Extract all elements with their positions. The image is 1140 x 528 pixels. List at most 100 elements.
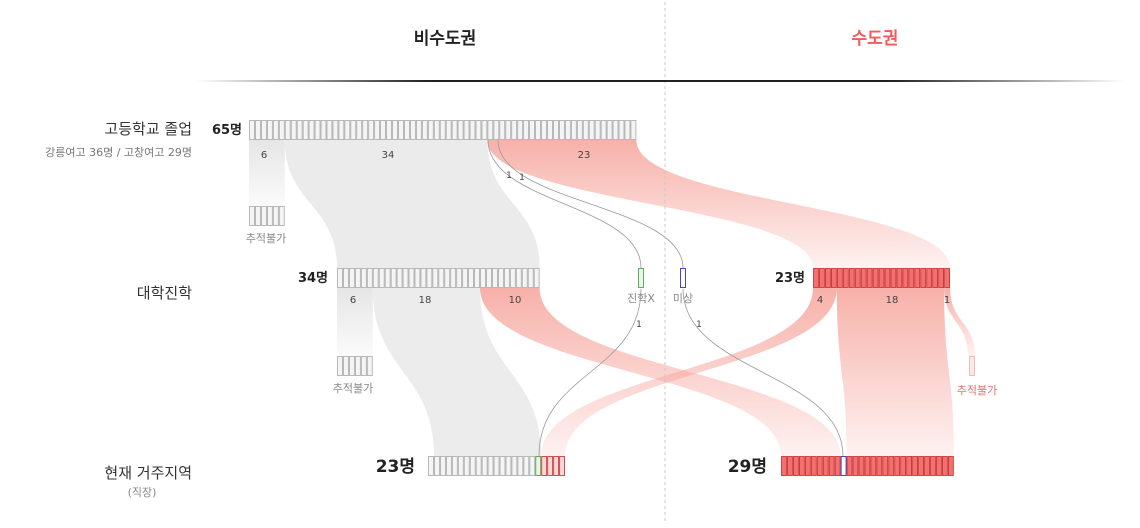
uni-noncap-bar-cell (343, 268, 349, 288)
hs-total-bar-cell (517, 120, 524, 140)
hs-total-bar-cell (612, 120, 619, 140)
res-noncap-bar-cell (428, 456, 434, 476)
flow-label-hs-uni-capital: 23 (578, 150, 591, 161)
hs-total-bar-cell (386, 120, 392, 140)
hs-total-bar-cell (266, 120, 273, 140)
uni-noncap-untracked-bar-cell (360, 356, 367, 376)
res-noncap-bar-cell (547, 456, 554, 476)
uni-noncap-bar-cell (408, 268, 415, 288)
res-noncap-bar-cell (505, 456, 512, 476)
uni-capital-bar (813, 268, 950, 288)
hs-untracked-bar-cell (278, 206, 285, 226)
hs-total-bar-cell (523, 120, 530, 140)
hs-total-bar-cell (582, 120, 589, 140)
res-noncap-bar-cell (517, 456, 524, 476)
res-capital-bar-cell (858, 456, 865, 476)
res-noncap-bar-cell (541, 456, 548, 476)
hs-total-bar-cell (439, 120, 446, 140)
res-capital-bar-cell (781, 456, 787, 476)
hs-total-bar-cell (481, 120, 488, 140)
flow-label-hs-no-college: 1 (506, 171, 512, 181)
flow-label-uninc-untracked: 6 (350, 295, 356, 306)
res-noncap-bar-cell (553, 456, 560, 476)
hs-total-bar-cell (427, 120, 434, 140)
uni-noncap-bar-cell (509, 268, 516, 288)
uni-noncap-untracked-bar-cell (349, 356, 355, 376)
res-capital-bar-cell (936, 456, 942, 476)
uni-noncap-bar-cell (521, 268, 528, 288)
res-noncap-bar-cell (559, 456, 565, 476)
uni-noncap-bar-cell (402, 268, 409, 288)
res-capital-bar-cell (894, 456, 901, 476)
hs-total-bar-cell (320, 120, 327, 140)
res-noncap-bar-cell (451, 456, 458, 476)
uni-noncap-untracked-bar-cell (343, 356, 349, 376)
uni-capital-bar-cell (896, 268, 903, 288)
uni-noncap-bar-cell (420, 268, 427, 288)
uni-capital-bar-cell (830, 268, 837, 288)
hs-total-bar-cell (290, 120, 297, 140)
flow-uninc-to-untracked (337, 288, 373, 356)
res-capital-bar-cell (876, 456, 883, 476)
hs-total-bar-cell (332, 120, 339, 140)
res-capital-bar-cell (882, 456, 889, 476)
uni-noncap-bar-cell (492, 268, 498, 288)
flow-label-nocollege-noncap: 1 (636, 320, 642, 330)
res-capital-bar-cell (947, 456, 954, 476)
hs-total-bar-cell (326, 120, 333, 140)
uni-noncap-bar (337, 268, 540, 288)
hs-total-bar-cell (415, 120, 422, 140)
res-noncap-bar-cell (440, 456, 446, 476)
res-capital-bar-cell (787, 456, 793, 476)
res-capital-bar-cell (834, 456, 841, 476)
hs-total-bar-cell (284, 120, 291, 140)
uni-capital-untracked-bar (969, 356, 975, 376)
uni-capital-bar-cell (819, 268, 825, 288)
hs-total-bar-cell (350, 120, 357, 140)
flow-hs-to-uni-capital (487, 140, 951, 268)
hs-untracked-bar-cell (261, 206, 267, 226)
uni-capital-bar-cell (926, 268, 933, 288)
uni-noncap-untracked-label: 추적불가 (333, 382, 373, 395)
uni-capital-bar-cell (872, 268, 879, 288)
hs-total-bar-cell (588, 120, 595, 140)
res-capital-bar-cell (846, 456, 853, 476)
res-capital-bar-cell (870, 456, 877, 476)
uni-noncap-bar-cell (396, 268, 403, 288)
res-capital-bar-cell (793, 456, 799, 476)
hs-untracked-bar-cell (249, 206, 255, 226)
flow-label-hs-untracked: 6 (261, 150, 267, 161)
flow-unknown-to-capital (682, 288, 844, 457)
flow-label-unicap-stay: 18 (886, 295, 899, 306)
uni-noncap-bar-cell (354, 268, 361, 288)
uni-capital-bar-cell (932, 268, 939, 288)
flow-hs-to-untracked (249, 140, 285, 206)
uni-noncap-bar-cell (474, 268, 480, 288)
row-label-university: 대학진학 (137, 284, 192, 302)
hs-total-bar-cell (451, 120, 458, 140)
hs-total-bar-cell (278, 120, 285, 140)
hs-total-bar-cell (457, 120, 464, 140)
res-capital-bar-cell (900, 456, 907, 476)
hs-total-bar-cell (380, 120, 386, 140)
uni-noncap-bar-cell (372, 268, 379, 288)
flow-label-uninc-stay: 18 (419, 295, 432, 306)
res-noncap-bar-cell (475, 456, 482, 476)
hs-untracked-bar-cell (266, 206, 273, 226)
uni-noncap-bar-cell (456, 268, 463, 288)
unknown-bar (680, 268, 686, 288)
hs-total-bar-cell (314, 120, 321, 140)
hs-total-bar-cell (255, 120, 261, 140)
uni-noncap-bar-cell (486, 268, 492, 288)
uni-capital-bar-cell (825, 268, 831, 288)
res-noncap-bar-cell (481, 456, 488, 476)
hs-total-bar-cell (529, 120, 535, 140)
uni-capital-count: 23명 (775, 270, 805, 286)
hs-total-bar-cell (570, 120, 577, 140)
uni-noncap-bar-cell (527, 268, 534, 288)
res-capital-bar-cell (840, 456, 847, 476)
res-noncap-bar-cell (535, 456, 542, 476)
res-capital-bar-cell (918, 456, 924, 476)
res-noncap-bar-cell (434, 456, 440, 476)
res-capital-bar-cell (798, 456, 805, 476)
